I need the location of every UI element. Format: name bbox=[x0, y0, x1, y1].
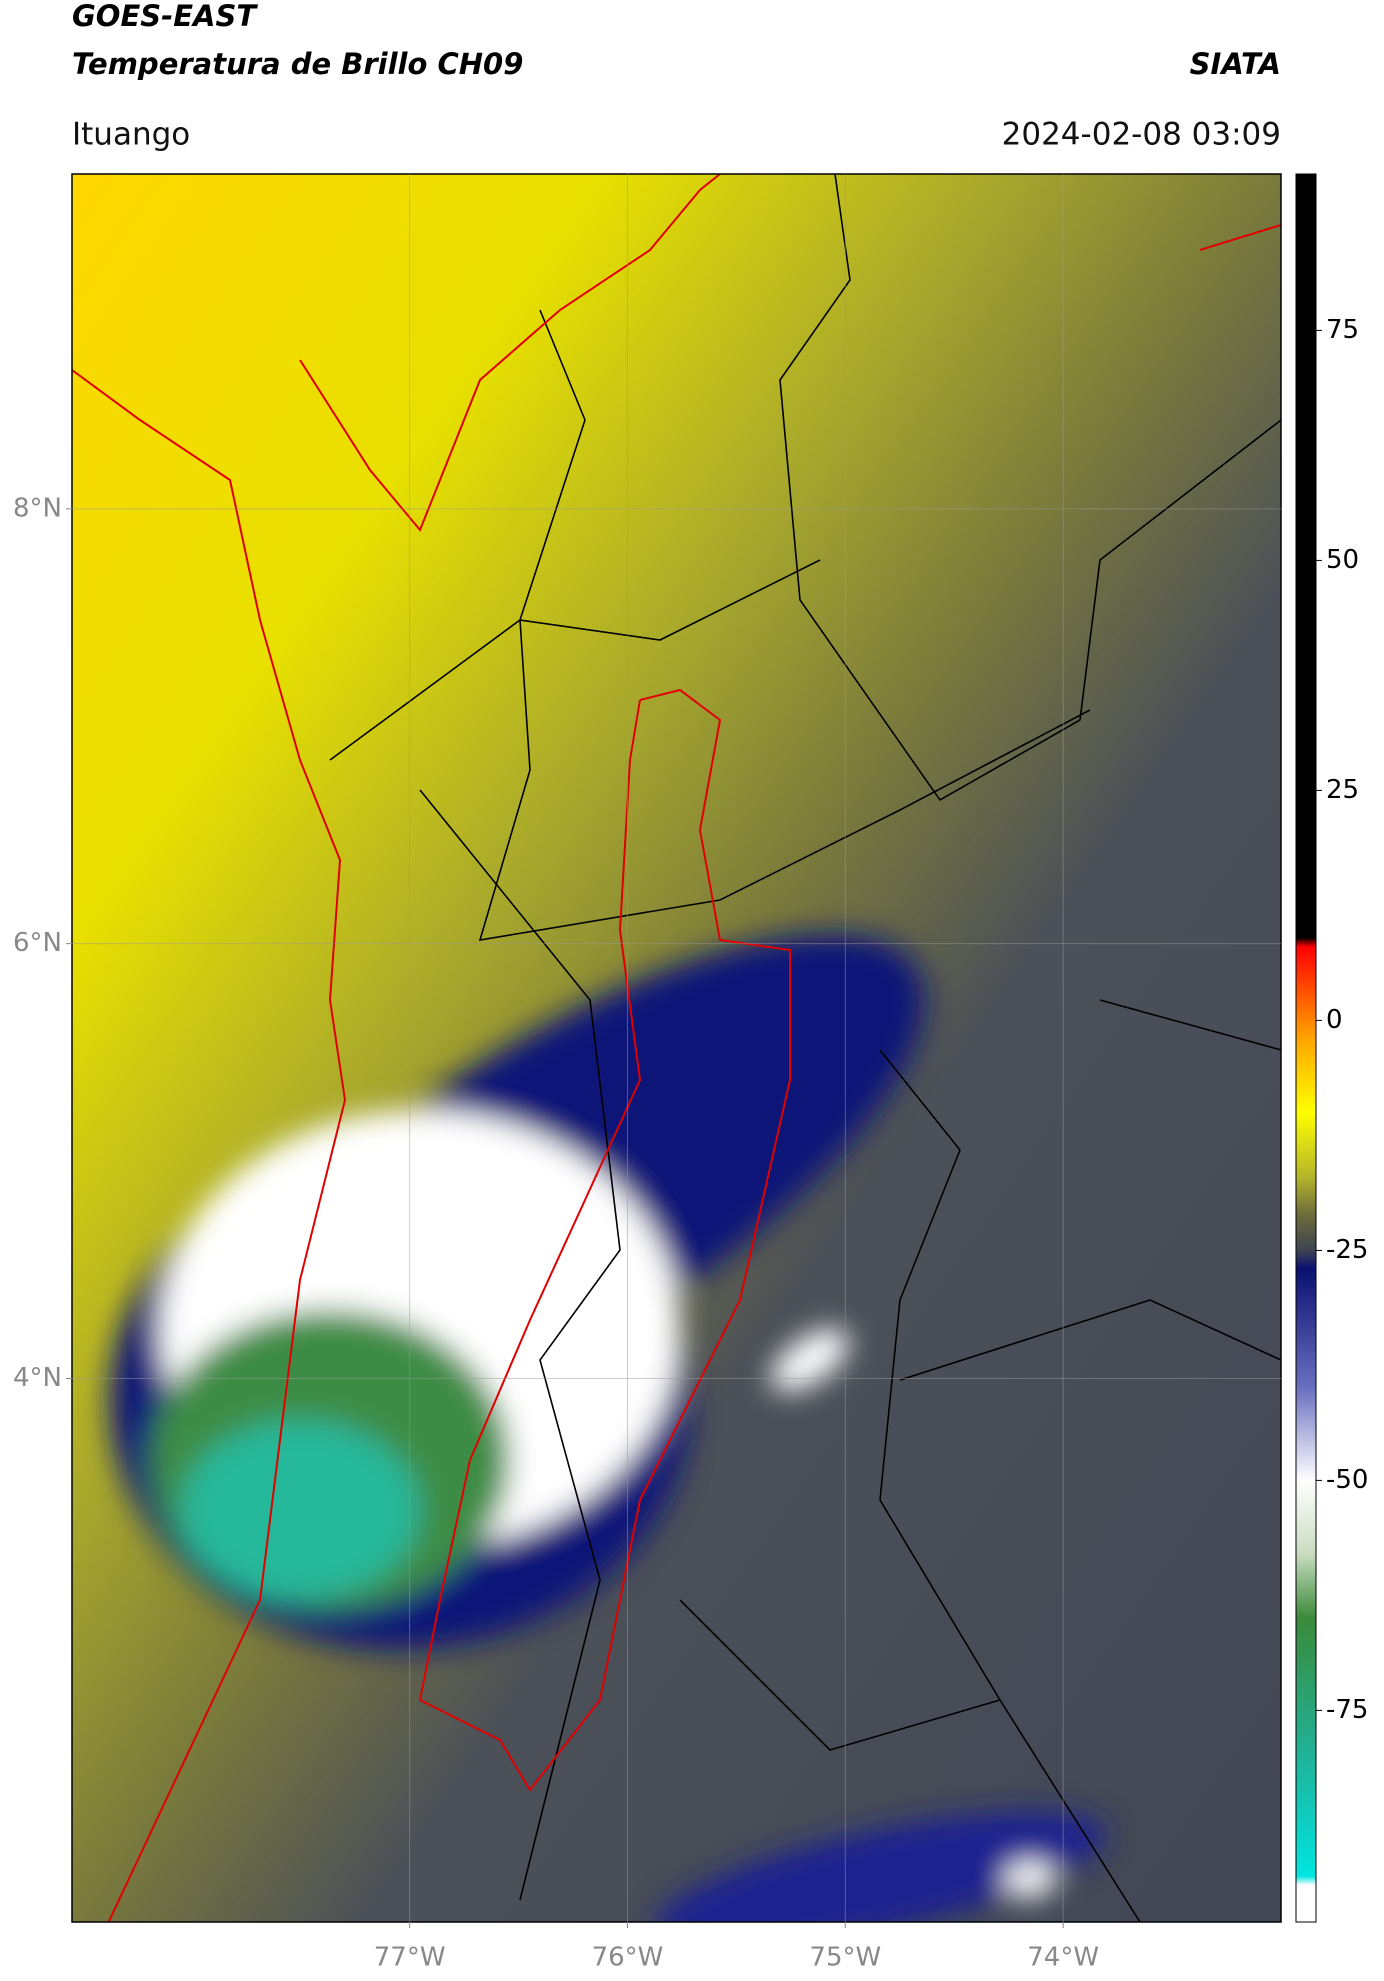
map-frame bbox=[71, 173, 1282, 1923]
timestamp: 2024-02-08 03:09 bbox=[1002, 117, 1281, 153]
lon-tick-label: 74°W bbox=[1027, 1943, 1099, 1973]
title-line2: Temperatura de Brillo CH09 bbox=[72, 47, 523, 81]
colorbar bbox=[1295, 173, 1317, 1923]
lat-tick-label: 4°N bbox=[13, 1363, 62, 1393]
colorbar-tick-label: -75 bbox=[1326, 1695, 1368, 1725]
region: Ituango bbox=[72, 117, 190, 153]
colorbar-tick-label: -25 bbox=[1326, 1235, 1368, 1265]
lat-tick-label: 6°N bbox=[13, 928, 62, 958]
title-line1: GOES-EAST bbox=[72, 0, 258, 33]
colorbar-tick-label: 0 bbox=[1326, 1005, 1343, 1035]
colorbar-tick-label: 50 bbox=[1326, 545, 1359, 575]
lon-tick-label: 76°W bbox=[592, 1943, 664, 1973]
map-imagery bbox=[72, 174, 1281, 1922]
colorbar-tick-label: 25 bbox=[1326, 775, 1359, 805]
source: SIATA bbox=[1190, 47, 1281, 81]
colorbar-tick-label: 75 bbox=[1326, 315, 1359, 345]
lat-tick-label: 8°N bbox=[13, 493, 62, 523]
colorbar-tick-label: -50 bbox=[1326, 1465, 1368, 1495]
lon-tick-label: 77°W bbox=[374, 1943, 446, 1973]
lon-tick-label: 75°W bbox=[809, 1943, 881, 1973]
